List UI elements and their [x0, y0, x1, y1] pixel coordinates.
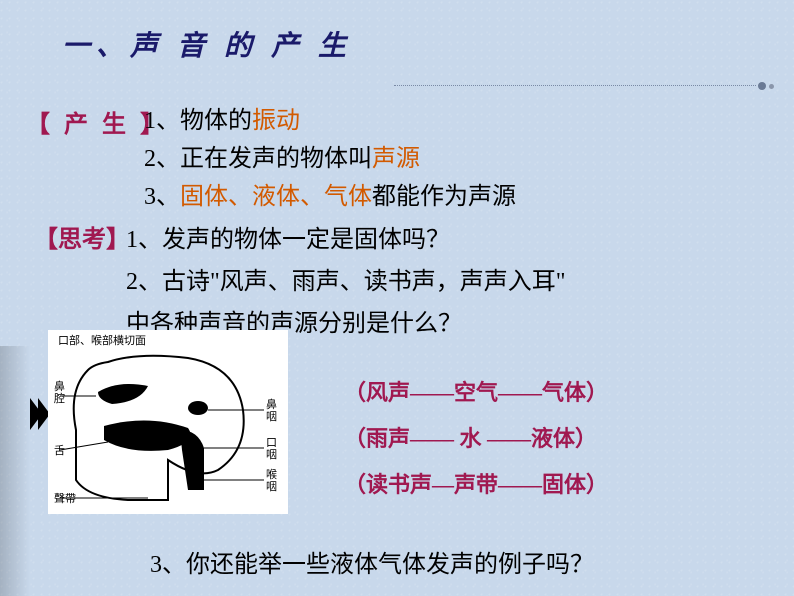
anatomy-diagram: 口部、喉部横切面 鼻 腔 舌 聲帶 鼻 咽 口 咽 喉 咽	[48, 330, 288, 514]
think-q3: 3、你还能举一些液体气体发声的例子吗？	[150, 544, 594, 579]
answer-3: （读书声—声带——固体）	[344, 462, 608, 508]
decorative-divider	[394, 82, 774, 90]
svg-text:腔: 腔	[54, 391, 65, 405]
think-content: 1、发声的物体一定是固体吗？ 2、古诗"风声、雨声、读书声，声声入耳" 中各种声…	[126, 219, 776, 345]
label-think: 【思考】	[34, 219, 122, 254]
think-q2a: 2、古诗"风声、雨声、读书声，声声入耳"	[126, 261, 776, 303]
produce-line2-emphasis: 声源	[372, 146, 420, 172]
produce-line3-emphasis: 固体、液体、气体	[180, 184, 372, 210]
svg-text:咽: 咽	[266, 448, 277, 461]
produce-line3-suffix: 都能作为声源	[372, 184, 516, 210]
answer-1: （风声——空气——气体）	[344, 370, 608, 416]
think-q1: 1、发声的物体一定是固体吗？	[126, 219, 776, 261]
svg-text:鼻: 鼻	[54, 379, 65, 393]
svg-text:鼻: 鼻	[266, 397, 277, 411]
svg-text:咽: 咽	[266, 410, 277, 423]
produce-line1-prefix: 1、物体的	[144, 108, 252, 134]
svg-text:聲帶: 聲帶	[54, 491, 76, 505]
answers-block: （风声——空气——气体） （雨声—— 水 ——液体） （读书声—声带——固体）	[344, 370, 608, 508]
svg-text:喉: 喉	[266, 468, 277, 481]
left-shadow	[0, 346, 30, 596]
produce-line2-prefix: 2、正在发声的物体叫	[144, 146, 372, 172]
section-title: 一、声 音 的 产 生	[62, 24, 352, 64]
svg-text:舌: 舌	[54, 444, 65, 457]
svg-text:口: 口	[266, 437, 277, 449]
produce-line3-num: 3、	[144, 184, 180, 210]
produce-line1-emphasis: 振动	[252, 108, 300, 134]
svg-text:咽: 咽	[266, 480, 277, 493]
answer-2: （雨声—— 水 ——液体）	[344, 416, 608, 462]
produce-content: 1、物体的振动 2、正在发声的物体叫声源 3、固体、液体、气体都能作为声源	[144, 102, 764, 216]
diagram-caption: 口部、喉部横切面	[58, 333, 146, 347]
